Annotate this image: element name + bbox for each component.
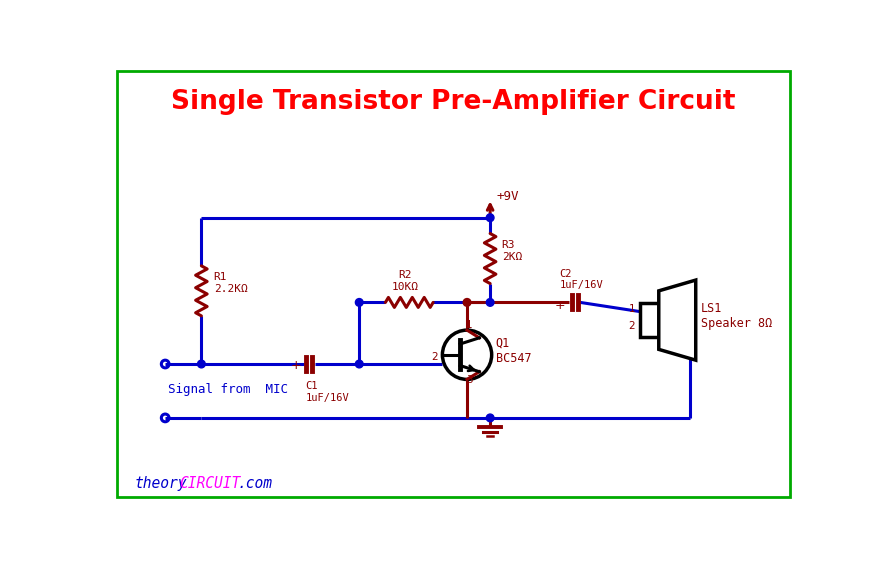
Circle shape xyxy=(486,214,494,222)
Circle shape xyxy=(197,360,205,368)
Circle shape xyxy=(463,298,471,306)
Text: +9V: +9V xyxy=(496,190,519,203)
Text: CIRCUIT: CIRCUIT xyxy=(179,476,241,491)
Text: Single Transistor Pre-Amplifier Circuit: Single Transistor Pre-Amplifier Circuit xyxy=(171,89,735,115)
Polygon shape xyxy=(658,280,696,360)
Text: 2: 2 xyxy=(431,352,438,362)
Text: 1: 1 xyxy=(466,320,473,330)
Text: Signal from  MIC: Signal from MIC xyxy=(168,383,289,396)
Text: +: + xyxy=(291,359,302,372)
Text: theory: theory xyxy=(135,476,187,491)
Circle shape xyxy=(486,298,494,306)
Circle shape xyxy=(356,298,363,306)
Text: C1
1uF/16V: C1 1uF/16V xyxy=(305,381,349,403)
Text: 3: 3 xyxy=(466,376,473,385)
Text: R2
10KΩ: R2 10KΩ xyxy=(392,270,419,292)
Text: LS1
Speaker 8Ω: LS1 Speaker 8Ω xyxy=(701,302,773,330)
Text: 1: 1 xyxy=(628,303,635,314)
Text: Q1
BC547: Q1 BC547 xyxy=(496,337,531,365)
Text: C2
1uF/16V: C2 1uF/16V xyxy=(559,269,604,290)
Text: 2: 2 xyxy=(628,320,635,330)
Text: R1
2.2KΩ: R1 2.2KΩ xyxy=(213,272,248,294)
Text: +: + xyxy=(554,300,565,312)
Text: .com: .com xyxy=(237,476,273,491)
Bar xyxy=(640,303,658,337)
Text: R3
2KΩ: R3 2KΩ xyxy=(502,240,522,262)
Circle shape xyxy=(356,360,363,368)
Circle shape xyxy=(486,414,494,422)
